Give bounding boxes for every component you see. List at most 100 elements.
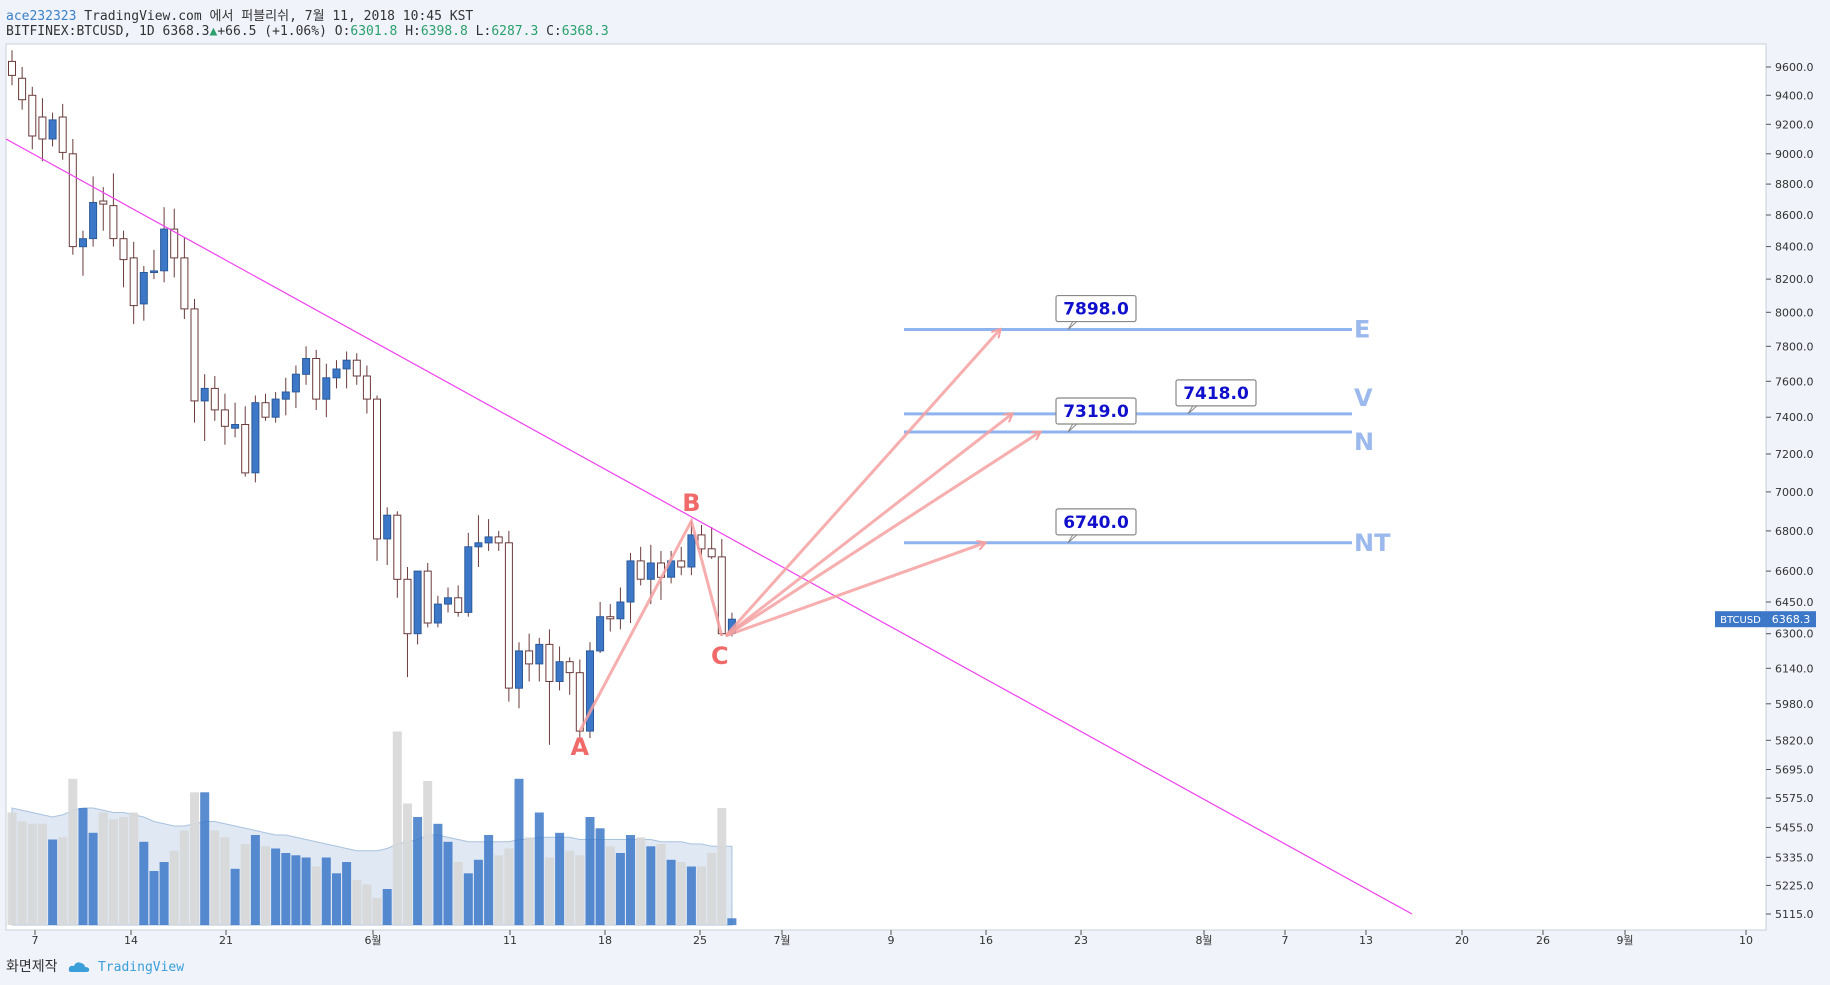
price-tick-label: 6800.0 [1775, 525, 1814, 538]
volume-bar [149, 871, 159, 925]
volume-bar [494, 855, 504, 926]
level-label-v: V [1354, 384, 1373, 412]
volume-bar [585, 817, 595, 925]
close-value: 6368.3 [561, 24, 609, 39]
projection-arrow-nt[interactable] [725, 543, 985, 638]
candle [413, 570, 422, 645]
volume-bar [271, 848, 281, 925]
candle [312, 349, 321, 410]
time-axis[interactable]: 7 14 21 6월 11 18 25 7월 9 16 23 8월 7 13 20 26 9월 10 [32, 930, 1754, 947]
price-tick-label: 5225.0 [1775, 879, 1814, 892]
candle [109, 173, 118, 247]
volume-bar [108, 819, 118, 926]
volume-bar [291, 855, 301, 926]
descending-trendline[interactable] [5, 138, 1413, 915]
candle [79, 230, 87, 276]
volume-bar [321, 857, 331, 925]
candle [68, 139, 77, 255]
price-tick-label: 5335.0 [1775, 851, 1814, 864]
candle [596, 602, 605, 653]
wave-label-a: A [571, 733, 590, 761]
candle [555, 646, 564, 691]
candle [586, 642, 594, 738]
candle [474, 515, 483, 567]
last-price-tag-label: 6368.3 [1772, 613, 1811, 626]
trendline-layer[interactable] [5, 138, 1413, 915]
price-tick-label: 5575.0 [1775, 792, 1814, 805]
target-levels-layer[interactable]: E 7898.0 V 7418.0 N 7319.0 NT 6740.0 [904, 294, 1391, 557]
volume-bar [727, 918, 737, 926]
time-tick-label: 10 [1739, 934, 1753, 947]
candle [646, 544, 655, 605]
volume-bar [352, 880, 362, 925]
wave-arrows-layer[interactable]: A B C [571, 330, 1040, 762]
volume-bar [707, 853, 717, 925]
price-callout[interactable] [1055, 294, 1137, 323]
volume-bar [230, 868, 240, 926]
candle [575, 659, 584, 741]
abc-wave-path[interactable] [578, 517, 724, 732]
volume-bar [261, 846, 270, 926]
plot-area[interactable] [5, 43, 1767, 931]
volume-layer [7, 731, 737, 926]
projection-arrow-v[interactable] [724, 414, 1012, 637]
candle [220, 393, 229, 445]
volume-bar [372, 898, 382, 925]
volume-bar [159, 862, 169, 925]
time-tick-label: 7월 [773, 934, 790, 947]
volume-bar [514, 778, 524, 926]
time-tick-label: 13 [1359, 934, 1373, 947]
candle [444, 587, 452, 613]
candle [373, 395, 381, 561]
volume-bar [626, 835, 635, 925]
time-tick-label: 11 [503, 934, 517, 947]
price-callout[interactable] [1055, 508, 1137, 536]
candle [28, 86, 37, 150]
price-axis[interactable]: 9600.0 9400.0 9200.0 9000.0 8800.0 8600.0 8400… [1715, 61, 1816, 921]
time-tick-label: 8월 [1195, 934, 1212, 947]
price-tick-label: 7000.0 [1775, 486, 1814, 499]
volume-bar [311, 866, 321, 925]
volume-bar [37, 823, 47, 926]
price-tick-label: 6300.0 [1775, 628, 1814, 641]
volume-bar [179, 830, 189, 925]
candle [302, 346, 311, 385]
candle [18, 67, 27, 110]
footer: 화면제작 TradingView [6, 956, 184, 976]
projection-arrow-e[interactable] [724, 330, 1000, 637]
candle [150, 249, 158, 280]
volume-bar [78, 808, 88, 925]
price-callout[interactable] [1175, 379, 1257, 407]
price-callout-text: 7319.0 [1063, 402, 1129, 422]
author-name[interactable]: ace232323 [6, 9, 77, 24]
price-tick-label: 8000.0 [1775, 306, 1814, 319]
last-price-tag [1766, 611, 1816, 628]
volume-bar [240, 844, 250, 925]
candle [160, 207, 169, 283]
volume-bar [210, 830, 220, 925]
tradingview-brand[interactable]: TradingView [97, 960, 185, 975]
price-callout-text: 6740.0 [1063, 513, 1129, 533]
time-tick-label: 7 [1282, 934, 1289, 947]
price-tick-label: 6140.0 [1775, 662, 1814, 675]
volume-bar [686, 866, 696, 925]
price-tick-label: 7800.0 [1775, 340, 1814, 353]
time-tick-label: 7 [32, 934, 39, 947]
volume-bar [534, 812, 544, 925]
candle [119, 230, 128, 288]
candle [139, 266, 148, 321]
price-tick-label: 8400.0 [1775, 241, 1814, 254]
low-label: L: [475, 24, 492, 39]
volume-bar [119, 817, 128, 925]
volume-bar [484, 835, 494, 925]
candle [190, 298, 199, 423]
price-callout[interactable] [1055, 397, 1137, 425]
volume-bar [169, 850, 179, 926]
high-label: H: [405, 24, 421, 39]
candle [8, 50, 16, 86]
open-value: 6301.8 [350, 24, 398, 39]
volume-bar [575, 855, 585, 926]
projection-arrow-n[interactable] [724, 432, 1040, 638]
candle [261, 393, 270, 421]
